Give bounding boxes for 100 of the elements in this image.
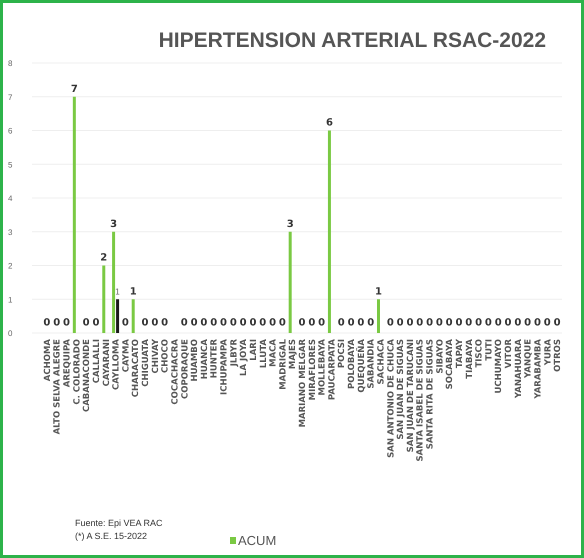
x-tick-label: ICHUPAMPA <box>220 338 230 395</box>
data-label: 0 <box>53 318 60 329</box>
x-tick-label: UCHUMAYO <box>494 339 504 394</box>
x-tick-label: TUTI <box>484 339 494 361</box>
data-label: 0 <box>180 318 188 329</box>
data-label: 0 <box>278 318 286 329</box>
y-tick-label: 3 <box>8 228 13 237</box>
data-label: 0 <box>220 318 228 329</box>
data-label: 0 <box>338 318 345 329</box>
x-tick-label: SAN ANTONIO DE CHUCA <box>386 338 396 458</box>
data-label: 0 <box>367 318 374 329</box>
x-tick-label: JLBYR <box>229 338 240 368</box>
bar <box>288 232 292 333</box>
data-label: 2 <box>100 252 108 264</box>
x-tick-label: QUEQUEÑA <box>356 338 367 393</box>
x-tick-label: SAN JUAN DE SIGUAS <box>396 339 406 440</box>
x-tick-label: SAN JUAN DE TARUCANI <box>406 339 416 452</box>
bar <box>376 299 380 333</box>
data-label: 0 <box>230 318 237 329</box>
source-note: Fuente: Epi VEA RAC <box>75 518 164 528</box>
x-tick-label: HUNTER <box>210 338 220 378</box>
data-label: 0 <box>426 318 434 329</box>
x-tick-label: MACA <box>268 338 279 367</box>
y-tick-label: 6 <box>8 126 13 136</box>
data-label: 0 <box>298 318 306 329</box>
data-label: 0 <box>308 318 316 329</box>
x-tick-label: ACHOMA <box>42 338 53 382</box>
bar <box>112 232 116 333</box>
x-tick-label: YANAHUARA <box>514 338 524 400</box>
x-tick-label: OTROS <box>553 339 564 372</box>
data-label: 0 <box>43 318 50 329</box>
data-label: 1 <box>115 287 120 296</box>
data-label: 0 <box>396 318 404 329</box>
data-label: 7 <box>70 84 78 95</box>
x-tick-label: MOLLEBAYA <box>318 338 328 396</box>
x-tick-label: HUANCA <box>200 338 210 380</box>
data-label: 6 <box>326 118 333 128</box>
x-tick-label: YARABAMBA <box>533 338 544 400</box>
data-label: 0 <box>494 318 502 329</box>
data-label: 0 <box>446 318 453 329</box>
x-tick-label: SOCABAYA <box>445 338 456 390</box>
x-tick-label: LA JOYA <box>239 338 250 376</box>
x-tick-label: CHIGUATA <box>141 338 152 387</box>
data-label: 0 <box>200 318 208 329</box>
bar <box>116 299 120 333</box>
bar <box>72 96 76 333</box>
data-label: 0 <box>259 318 266 329</box>
x-tick-label: CALLALLI <box>92 339 102 384</box>
data-label: 0 <box>465 318 472 329</box>
data-label: 0 <box>416 318 424 329</box>
x-tick-label: LARI <box>248 339 259 361</box>
x-tick-label: MIRAFLORES <box>308 339 318 400</box>
x-tick-label: POCSI <box>337 339 348 368</box>
x-tick-label: CAYLLOMA <box>112 338 122 390</box>
x-tick-label: POLOBAYA <box>347 338 358 389</box>
x-tick-label: CHOCO <box>160 339 171 374</box>
x-tick-label: COPORAQUE <box>180 338 190 399</box>
x-tick-label: CABANACONDE <box>82 338 92 412</box>
x-tick-label: AREQUIPA <box>62 338 73 388</box>
data-label: 0 <box>210 318 218 329</box>
x-tick-label: LLUTA <box>258 338 269 368</box>
data-label: 0 <box>92 318 100 329</box>
y-tick-label: 7 <box>8 92 13 102</box>
data-label: 0 <box>475 318 482 329</box>
data-label: 0 <box>436 318 443 329</box>
x-tick-label: TIABAYA <box>464 338 475 379</box>
x-tick-label: SABANDIA <box>366 338 377 389</box>
data-label: 0 <box>554 318 561 329</box>
x-tick-label: CHIVAY <box>150 338 161 374</box>
x-tick-label: VITOR <box>504 338 514 368</box>
x-tick-label: CAYMA <box>121 338 132 372</box>
data-label: 0 <box>82 318 90 329</box>
data-label: 0 <box>484 318 492 329</box>
data-label: 0 <box>504 318 512 329</box>
y-tick-label: 5 <box>8 160 13 170</box>
data-label: 1 <box>375 286 382 298</box>
y-tick-label: 8 <box>8 59 13 68</box>
x-tick-label: SANTA RITA DE SIGUAS <box>426 339 436 450</box>
bar <box>328 130 331 333</box>
y-tick-label: 2 <box>8 262 13 270</box>
chart-title: HIPERTENSION ARTERIAL RSAC-2022 <box>158 29 546 52</box>
text: (*) A S.E. 15-2022 <box>75 531 148 541</box>
bar <box>132 299 135 333</box>
data-label: 0 <box>161 318 168 329</box>
x-tick-label: MAJES <box>288 339 298 370</box>
data-label: 0 <box>524 318 532 329</box>
x-tick-label: SACHACA <box>376 338 386 384</box>
data-label: 0 <box>240 318 247 329</box>
legend-label: ACUM <box>238 533 276 548</box>
data-label: 0 <box>249 318 256 329</box>
data-label: 0 <box>318 318 326 329</box>
x-tick-label: TISCO <box>474 339 485 368</box>
data-label: 0 <box>122 318 129 329</box>
data-label: 0 <box>514 318 522 329</box>
data-label: 0 <box>151 318 158 329</box>
data-label: 0 <box>455 318 462 329</box>
x-tick-label: MADRIGAL <box>278 338 288 390</box>
data-label: 0 <box>406 318 414 329</box>
x-tick-label: YURA <box>543 338 554 366</box>
x-tick-label: TAPAY <box>454 338 465 368</box>
